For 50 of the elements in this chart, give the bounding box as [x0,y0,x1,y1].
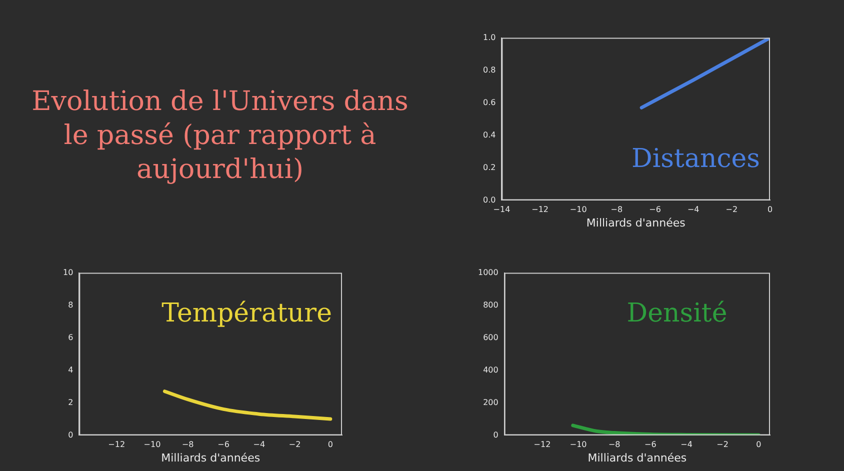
x-tick-label: −6 [644,440,656,450]
y-tick-label: 8 [68,300,74,310]
x-tick-label: −8 [610,205,623,214]
y-tick-label: 200 [483,398,498,407]
y-tick-label: 6 [68,332,74,342]
line-series [162,390,332,421]
y-tick-label: 4 [68,365,74,374]
x-tick-label: 0 [767,205,773,214]
x-axis-title: Milliards d'années [588,451,687,464]
line-series [571,424,760,436]
text: Evolution de l'Univers dans le passé (par rapport à aujourd'hui) [30,85,410,186]
x-tick-label: −12 [532,205,548,214]
x-tick-label: −8 [608,440,620,450]
y-tick-label: 600 [483,332,498,342]
y-tick-label: 0.8 [482,65,496,74]
text: Distances [632,144,760,174]
y-tick-label: 0.6 [482,98,496,107]
x-tick-label: −2 [288,440,301,450]
x-tick-label: −10 [144,440,161,450]
y-tick-label: 0.2 [482,162,496,172]
x-tick-label: −2 [716,440,728,450]
x-axis-title: Milliards d'années [161,451,260,464]
x-tick-label: −10 [570,440,587,450]
x-tick-label: −4 [687,205,700,214]
x-tick-label: −6 [218,440,230,450]
x-tick-label: −12 [534,440,551,450]
x-tick-label: 0 [756,440,762,450]
y-tick-label: 1.0 [482,32,496,42]
text: Densité [626,298,728,329]
x-tick-label: −4 [680,440,692,450]
y-tick-label: 2 [68,398,74,407]
x-tick-label: −6 [649,205,661,214]
y-tick-label: 0 [68,430,74,440]
y-tick-label: 800 [483,300,498,310]
y-tick-label: 400 [483,365,498,374]
x-tick-label: −2 [726,205,738,214]
text: Température [162,298,332,329]
x-tick-label: −12 [108,440,126,450]
x-tick-label: 0 [328,440,333,450]
y-tick-label: 0 [493,430,498,440]
x-tick-label: −10 [570,205,587,214]
y-tick-label: 0.4 [482,130,496,140]
x-tick-label: −4 [253,440,266,450]
x-tick-label: −8 [182,440,194,450]
line-series [640,38,770,110]
y-tick-label: 0.0 [482,195,496,204]
y-tick-label: 1000 [478,268,498,277]
y-tick-label: 10 [62,268,74,277]
x-axis-title: Milliards d'années [586,216,686,230]
x-tick-label: −14 [493,205,510,214]
